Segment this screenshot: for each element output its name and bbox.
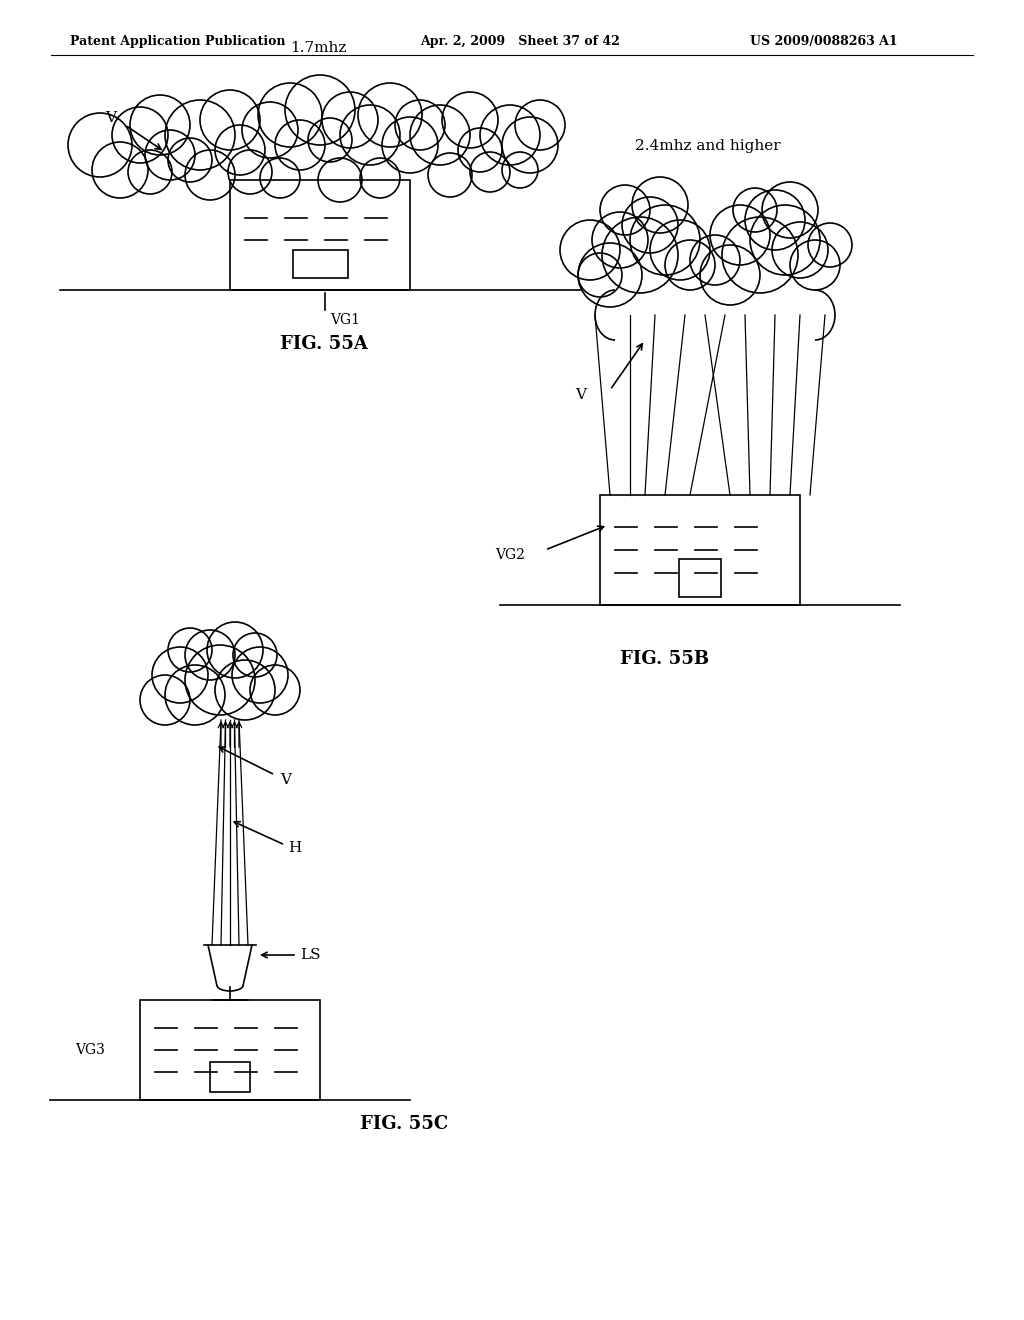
Bar <box>679 558 721 597</box>
Text: LS: LS <box>300 948 321 962</box>
Text: V: V <box>105 111 116 125</box>
Text: VG1: VG1 <box>330 313 360 327</box>
Text: US 2009/0088263 A1: US 2009/0088263 A1 <box>750 36 898 48</box>
Bar <box>230 180 410 290</box>
Text: 2.4mhz and higher: 2.4mhz and higher <box>635 139 780 153</box>
Text: 1.7mhz: 1.7mhz <box>290 41 346 55</box>
Text: V: V <box>575 388 586 403</box>
Text: Patent Application Publication: Patent Application Publication <box>70 36 286 48</box>
Text: VG2: VG2 <box>495 548 525 562</box>
Text: FIG. 55A: FIG. 55A <box>280 335 368 352</box>
Bar <box>293 249 347 279</box>
Text: VG3: VG3 <box>75 1043 104 1057</box>
Text: H: H <box>288 841 301 855</box>
Text: FIG. 55B: FIG. 55B <box>620 649 710 668</box>
Text: V: V <box>280 774 291 787</box>
Text: Apr. 2, 2009   Sheet 37 of 42: Apr. 2, 2009 Sheet 37 of 42 <box>420 36 620 48</box>
Bar <box>210 1063 250 1092</box>
Bar <box>140 1001 319 1100</box>
Bar <box>600 495 800 605</box>
Text: FIG. 55C: FIG. 55C <box>360 1115 449 1133</box>
